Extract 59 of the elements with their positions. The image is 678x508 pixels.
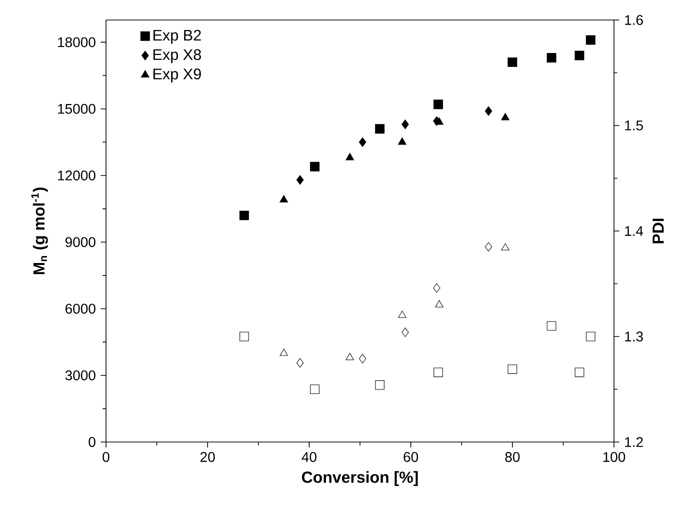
y-tick-label: 0 [88,437,96,447]
point [346,352,354,360]
y-tick-label: 12000 [58,170,96,180]
y-tick-label: 6000 [66,304,96,314]
point [508,57,518,67]
y2-tick-label: 1.6 [625,15,643,25]
y-axis-title: M$_{n}$ (g mol$^{-1}$) [31,188,48,274]
y-tick-label: 15000 [58,104,96,114]
point [435,117,444,125]
y-tick-label: 9000 [65,237,96,248]
point [434,100,443,110]
point [402,328,409,338]
point [546,321,556,331]
point [239,210,249,220]
x-tick-label: 20 [200,452,215,462]
y-tick-label: 3000 [65,370,96,380]
y2-tick-label: 1.5 [625,120,643,130]
point [586,35,596,45]
point [280,195,288,202]
point [586,332,596,342]
point [375,380,385,390]
point [501,112,510,120]
point [239,332,249,342]
point [484,242,492,252]
y2-tick-label: 1.3 [625,332,643,342]
point [574,50,584,60]
x-tick-label: 0 [102,452,110,462]
legend-label: Exp B2 [153,30,201,44]
point [574,368,584,378]
x-tick-label: 100 [603,452,626,462]
point [310,162,320,172]
y2-tick-label: 1.2 [625,437,643,447]
y2-tick-label: 1.4 [625,226,644,236]
point [434,368,443,378]
point [546,53,556,62]
point [296,175,304,185]
y-tick-label: 18000 [58,37,96,48]
point [398,137,406,145]
x-tick-label: 40 [302,452,316,462]
point [358,137,366,147]
point [433,283,440,293]
point [280,348,288,356]
point [435,300,444,308]
legend-label: Exp X8 [153,49,201,64]
point [398,310,406,318]
x-tick-label: 60 [404,452,418,462]
point [402,120,409,130]
point [375,124,385,134]
point [296,358,304,368]
point [346,152,354,160]
y2-axis-title: PDI [652,218,664,244]
point [501,243,510,250]
legend-label: Exp X9 [153,68,201,82]
point [358,354,366,364]
point [508,364,518,374]
x-axis-title: Conversion [%] [302,471,418,486]
point [484,106,492,116]
x-tick-label: 80 [505,452,520,462]
point [310,384,320,394]
